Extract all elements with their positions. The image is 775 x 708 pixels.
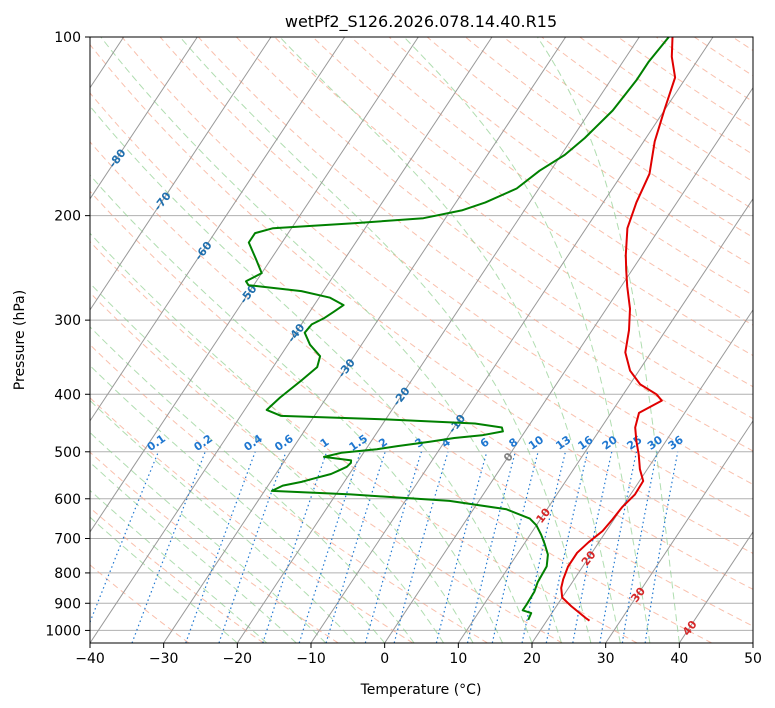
isotherm-line (531, 308, 753, 643)
mixing-ratio-line (599, 451, 638, 643)
chart-title: wetPf2_S126.2026.078.14.40.R15 (285, 12, 557, 32)
moist-adiabat-line (403, 37, 651, 643)
x-tick-label: 10 (449, 651, 467, 667)
moist-adiabat-line (90, 461, 297, 643)
moist-adiabat-line (90, 105, 533, 643)
y-tick-label: 500 (54, 445, 81, 461)
dry-adiabat-line (312, 37, 753, 357)
moist-adiabat-line (279, 37, 621, 643)
y-tick-label: 800 (54, 566, 81, 582)
dewpoint-profile-line (245, 37, 670, 621)
dry-adiabat-line (771, 37, 775, 643)
y-tick-label: 100 (54, 30, 81, 46)
temperature-profile-line (560, 37, 677, 622)
dry-adiabat-line (90, 451, 339, 643)
isotherm-label: -100 (13, 58, 40, 88)
moist-adiabat-line (90, 174, 503, 643)
isotherm-line (163, 37, 567, 643)
x-tick-label: 0 (380, 651, 389, 667)
profiles (245, 37, 677, 622)
moist-adiabat-line (90, 489, 268, 643)
moist-adiabat-line (100, 37, 562, 643)
x-tick-label: 20 (523, 651, 541, 667)
mixing-ratio-line (262, 451, 328, 643)
isotherm-line (752, 642, 753, 643)
plot-background (90, 37, 753, 643)
isotherm-line (236, 37, 640, 643)
background-lines (90, 37, 775, 643)
mixing-ratio-line (572, 451, 613, 643)
y-tick-label: 200 (54, 209, 81, 225)
dry-adiabat-line (350, 37, 753, 326)
y-axis-label: Pressure (hPa) (12, 290, 28, 390)
dry-adiabat-line (90, 43, 753, 555)
isotherm-line (678, 531, 753, 643)
x-tick-label: −10 (296, 651, 326, 667)
x-tick-label: −40 (75, 651, 105, 667)
y-tick-label: 900 (54, 596, 81, 612)
moist-adiabat-line (90, 282, 445, 643)
x-tick-label: −20 (223, 651, 253, 667)
isotherm-line (90, 37, 419, 533)
mixing-ratio-line (621, 451, 658, 643)
isotherm-line (90, 37, 346, 422)
mixing-ratio-line (644, 451, 679, 643)
isotherm-line (457, 197, 753, 643)
moist-adiabat-line (536, 37, 680, 643)
isotherm-line (90, 37, 493, 643)
x-tick-label: 50 (744, 651, 762, 667)
y-axis: 100 200 300 400 500 600 700 800 900 1000 (45, 30, 90, 639)
dry-adiabat-line (90, 240, 638, 643)
y-tick-label: 700 (54, 532, 81, 548)
mixing-ratio-line (393, 451, 449, 643)
dry-adiabat-line (90, 397, 414, 643)
x-axis-label: Temperature (°C) (360, 682, 482, 698)
isotherm-label: -90 (64, 99, 87, 123)
mixing-ratio-line (131, 451, 206, 643)
dry-adiabat-line (426, 37, 753, 267)
x-tick-label: 30 (597, 651, 615, 667)
x-tick-label: −30 (149, 651, 179, 667)
mixing-ratio-line (364, 451, 422, 643)
moist-adiabat-line (90, 364, 386, 643)
plot-frame (89, 36, 754, 644)
isotherm-line (605, 419, 753, 643)
isotherm-line (90, 37, 272, 311)
y-tick-label: 300 (54, 313, 81, 329)
isotherm-line (310, 37, 714, 643)
dry-adiabat-line (197, 37, 753, 452)
y-tick-label: 1000 (45, 623, 81, 639)
moist-adiabat-line (90, 232, 474, 643)
dry-adiabat-line (159, 37, 753, 485)
x-tick-label: 40 (670, 651, 688, 667)
isotherm-line (90, 37, 198, 200)
dry-adiabat-line (90, 92, 753, 590)
mixing-ratio-line (298, 451, 361, 643)
mixing-ratio-line (325, 451, 386, 643)
x-axis: −40 −30 −20 −10 0 10 20 30 40 50 (75, 643, 762, 667)
y-tick-label: 400 (54, 387, 81, 403)
dry-adiabat-line (388, 37, 753, 296)
dry-adiabat-line (121, 37, 753, 520)
y-tick-label: 600 (54, 492, 81, 508)
isotherm-line (384, 86, 753, 643)
moist-adiabat-line (90, 326, 415, 643)
dry-adiabat-line (90, 141, 753, 627)
dry-adiabat-line (90, 292, 563, 643)
